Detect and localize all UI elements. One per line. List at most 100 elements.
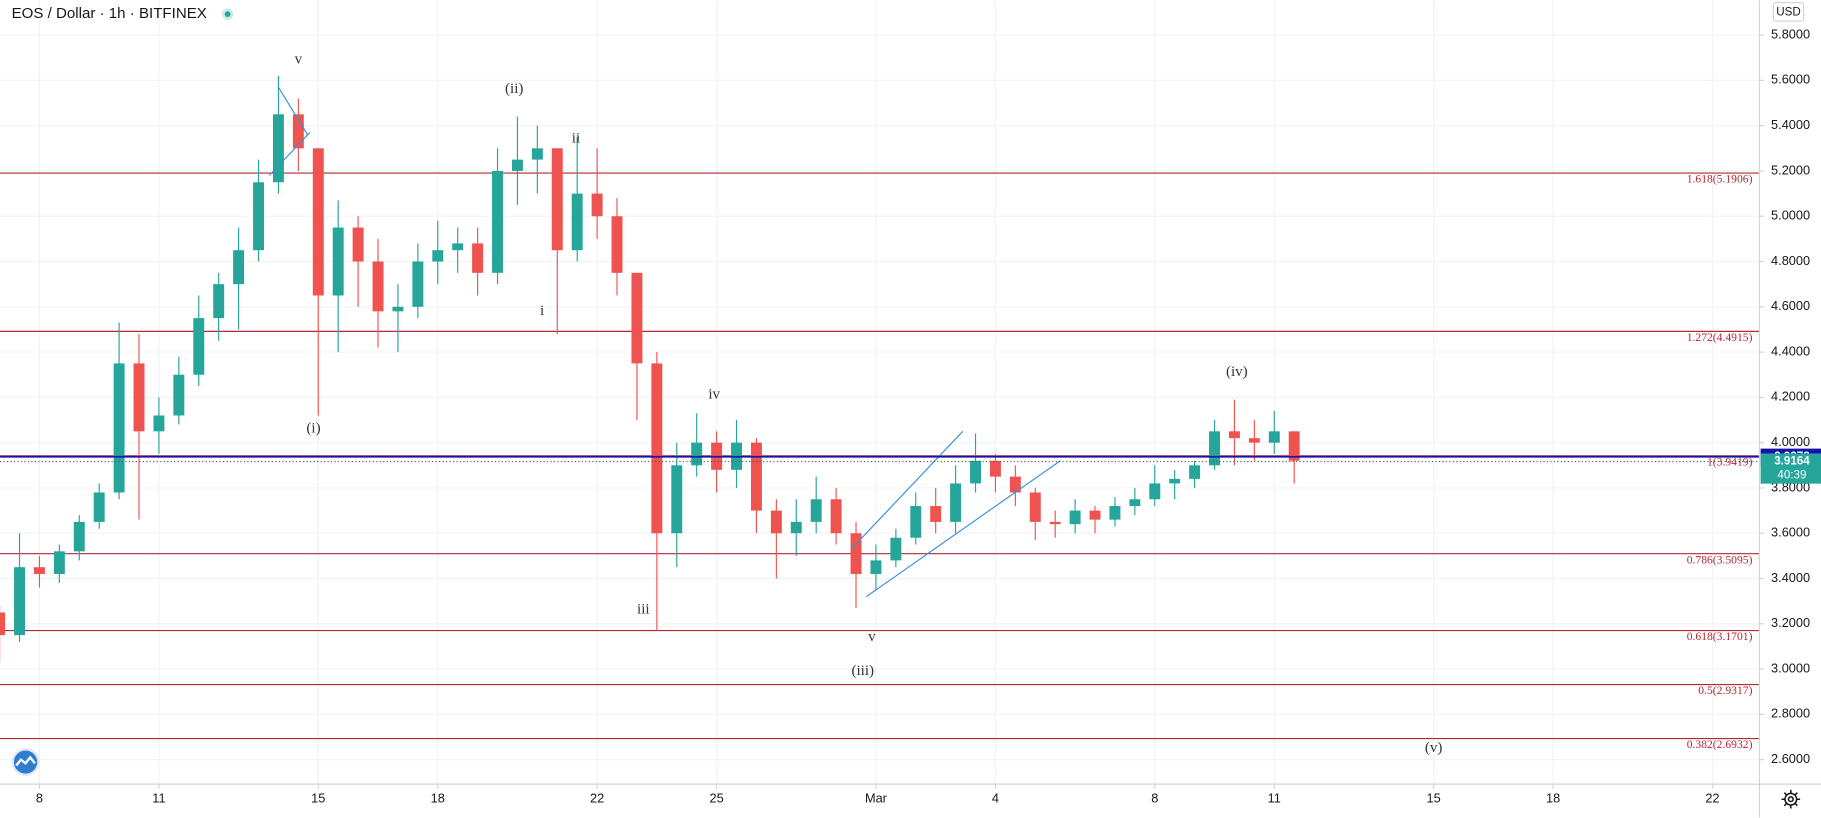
x-tick-label: 4 [992, 791, 999, 806]
chart-title: EOS / Dollar · 1h · BITFINEX [12, 5, 207, 22]
candle-body [870, 560, 882, 574]
candle-body [1228, 431, 1240, 439]
y-tick-label: 4.6000 [1771, 298, 1810, 313]
trend-line [268, 132, 311, 176]
y-tick-label: 3.4000 [1771, 570, 1810, 585]
candle [432, 220, 444, 285]
x-tick-label: 15 [311, 791, 325, 806]
candle-body [133, 363, 145, 432]
level-label: 1.272(4.4915) [1687, 331, 1753, 344]
candle-body [452, 243, 464, 251]
candle-body [830, 499, 842, 534]
candle [691, 413, 703, 477]
x-tick-label: 22 [590, 791, 604, 806]
candle [989, 453, 1001, 493]
candle [53, 544, 65, 584]
candle [193, 295, 205, 387]
level-label: 0.618(3.1701) [1687, 630, 1753, 643]
candle-body [930, 506, 942, 522]
candle [1169, 469, 1181, 500]
candle [0, 605, 6, 663]
candle [1149, 465, 1161, 507]
candle-body [472, 243, 484, 273]
candle [1228, 399, 1240, 466]
candle [253, 159, 264, 262]
candle [850, 521, 862, 608]
candle-body [571, 193, 583, 251]
candle [1069, 499, 1081, 534]
candle [113, 322, 125, 500]
y-tick-label: 4.0000 [1771, 434, 1810, 449]
candle [213, 272, 225, 341]
candle [551, 148, 563, 334]
candle [970, 433, 982, 493]
candle [1109, 496, 1121, 527]
y-tick-label: 3.0000 [1771, 660, 1810, 675]
x-tick-label: 8 [1151, 791, 1158, 806]
y-tick-label: 5.2000 [1771, 162, 1810, 177]
candle-body [1288, 431, 1300, 461]
level-label: 0.786(3.5095) [1687, 553, 1753, 566]
candle-body [412, 261, 424, 307]
candle [1049, 510, 1061, 538]
settings-icon[interactable] [1781, 789, 1801, 809]
candle-body [332, 227, 344, 296]
candle [1009, 465, 1021, 507]
candle-body [551, 148, 563, 251]
candle [392, 284, 404, 353]
level-label: 1(3.9419) [1707, 455, 1753, 468]
candle-body [93, 492, 105, 522]
candle-body [53, 551, 65, 574]
trend-line [850, 430, 964, 550]
wave-label: v [295, 51, 303, 67]
candle-body [73, 521, 85, 552]
candle [14, 533, 25, 642]
currency-box[interactable] [1772, 1, 1805, 22]
candle [133, 333, 145, 520]
candle-body [213, 284, 225, 319]
tradingview-logo[interactable] [11, 748, 40, 776]
candle [272, 75, 284, 194]
candle [352, 216, 364, 307]
candle [830, 487, 842, 545]
candle-body [292, 114, 304, 149]
candle [292, 98, 304, 171]
candle [1248, 420, 1260, 461]
candle-body [910, 506, 922, 538]
candle-body [611, 216, 623, 273]
candle-body [372, 261, 384, 312]
candle [531, 125, 543, 194]
candle-body [173, 374, 185, 416]
x-tick-label: 25 [710, 791, 724, 806]
level-label: 1.618(5.1906) [1687, 173, 1753, 186]
last-price-tag [1760, 453, 1821, 484]
candle-body [850, 533, 862, 574]
candle-body [531, 148, 543, 160]
candle-body [770, 510, 782, 534]
candle-body [511, 159, 523, 171]
candle [750, 438, 762, 534]
wave-label: (ii) [505, 81, 523, 97]
y-tick-label: 2.6000 [1771, 751, 1810, 766]
candle-body [233, 250, 245, 285]
candle-body [1268, 431, 1280, 443]
candle-body [312, 148, 324, 296]
x-tick-label: 18 [431, 791, 445, 806]
candle [790, 499, 802, 556]
x-tick-label: Mar [865, 791, 888, 806]
candle [611, 198, 623, 296]
candle-body [691, 442, 703, 466]
axes: 2.60002.80003.00003.20003.40003.60003.80… [36, 26, 1821, 806]
candle [810, 476, 822, 534]
candle-body [193, 318, 205, 375]
candle [412, 243, 424, 319]
candle [452, 227, 464, 273]
level-label: 0.5(2.9317) [1698, 684, 1752, 697]
candle [1089, 506, 1101, 534]
y-tick-label: 2.8000 [1771, 706, 1810, 721]
wave-label: iv [708, 387, 720, 403]
candle-body [750, 442, 762, 511]
candle-body [651, 363, 663, 534]
candle-body [33, 567, 45, 574]
